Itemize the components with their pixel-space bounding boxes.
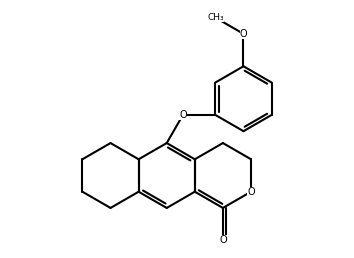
Text: O: O <box>247 187 255 197</box>
Text: O: O <box>240 29 247 39</box>
Text: O: O <box>179 110 187 120</box>
Text: CH₃: CH₃ <box>207 13 224 22</box>
Text: O: O <box>219 235 227 245</box>
